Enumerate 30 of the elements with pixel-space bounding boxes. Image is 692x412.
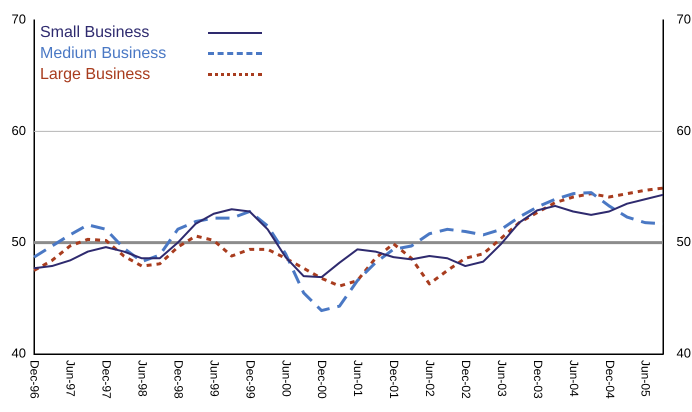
y2-tick-label: 60 <box>676 122 691 138</box>
x-tick-label: Jun-97 <box>64 360 78 398</box>
x-tick-label: Jun-98 <box>136 360 150 398</box>
y-tick-label: 70 <box>12 12 26 27</box>
x-tick-label: Dec-01 <box>387 360 402 400</box>
x-tick-label: Dec-04 <box>602 360 617 400</box>
y-tick-label: 40 <box>12 346 26 361</box>
x-tick-label: Jun-01 <box>351 360 366 398</box>
x-tick-label: Jun-03 <box>494 360 509 398</box>
x-tick-label: Jun-00 <box>279 360 294 398</box>
line-series <box>32 186 664 288</box>
x-tick-label: Dec-97 <box>100 360 114 400</box>
y2-tick-label: 70 <box>676 12 691 27</box>
x-tick-label: Dec-96 <box>28 360 42 400</box>
x-tick-label: Dec-98 <box>171 360 186 400</box>
text: Medium Business <box>40 44 168 64</box>
x-tick-label: Jun-99 <box>207 360 222 398</box>
x-tick-label: Dec-03 <box>530 360 545 400</box>
y-tick-label: 60 <box>12 122 26 138</box>
x-tick-label: Jun-04 <box>566 360 581 398</box>
x-tick-label: Dec-99 <box>243 360 258 400</box>
x-tick-label: Dec-00 <box>315 360 330 400</box>
x-tick-label: Jun-02 <box>423 360 438 398</box>
text: Small Business <box>40 23 150 43</box>
x-tick-label: Dec-02 <box>459 360 473 400</box>
x-tick-label: Jun-05 <box>638 360 653 398</box>
y-tick-label: 50 <box>12 234 26 250</box>
text: Large Business <box>40 65 152 85</box>
y2-tick-label: 40 <box>676 346 691 361</box>
y2-tick-label: 50 <box>676 234 691 250</box>
